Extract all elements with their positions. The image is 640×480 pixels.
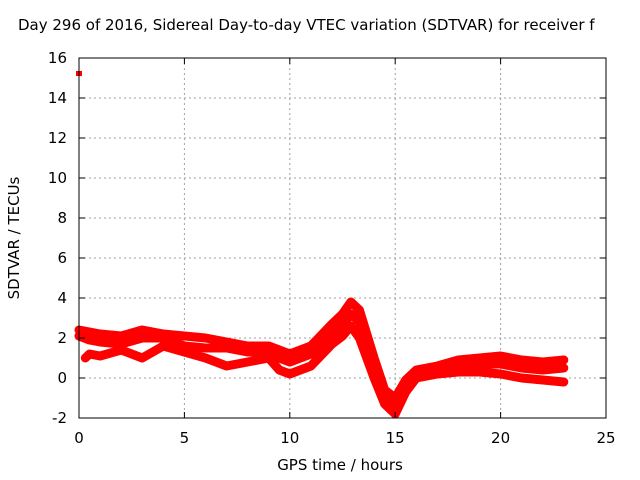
data-point	[518, 356, 526, 364]
y-axis-label: SDTVAR / TECUs	[5, 176, 23, 300]
y-tick-label: 10	[48, 169, 67, 187]
data-point	[96, 330, 104, 338]
data-point	[381, 400, 389, 408]
data-point	[539, 358, 547, 366]
data-point	[201, 354, 209, 362]
data-point	[201, 344, 209, 352]
data-point	[454, 368, 462, 376]
data-point	[275, 366, 283, 374]
chart-title: Day 296 of 2016, Sidereal Day-to-day VTE…	[18, 16, 595, 34]
x-axis-label: GPS time / hours	[277, 456, 403, 474]
data-point	[138, 326, 146, 334]
y-tick-label: 16	[48, 49, 67, 67]
data-point	[328, 320, 336, 328]
plot-border	[78, 57, 607, 419]
data-point	[286, 370, 294, 378]
data-point	[307, 350, 315, 358]
data-point	[86, 336, 94, 344]
y-tick-label: 4	[57, 289, 67, 307]
data-point	[497, 360, 505, 368]
data-point	[518, 364, 526, 372]
y-tick-label: 8	[57, 209, 67, 227]
data-point	[476, 360, 484, 368]
data-point	[275, 346, 283, 354]
data-point	[370, 374, 378, 382]
data-point	[402, 388, 410, 396]
x-tick-label: 25	[596, 429, 615, 447]
data-point	[275, 354, 283, 362]
x-tick-label: 0	[74, 429, 84, 447]
data-point	[286, 358, 294, 366]
data-point	[539, 376, 547, 384]
data-series	[74, 71, 569, 419]
data-point	[497, 370, 505, 378]
data-point	[159, 342, 167, 350]
data-point	[117, 332, 125, 340]
x-tick-label: 20	[491, 429, 510, 447]
y-tick-label: 0	[57, 369, 67, 387]
y-tick-label: 14	[48, 89, 67, 107]
data-point	[347, 298, 355, 306]
y-tick-label: -2	[52, 409, 67, 427]
ticks	[78, 57, 607, 419]
data-point	[355, 306, 363, 314]
data-point	[412, 374, 420, 382]
data-point	[244, 358, 252, 366]
data-point	[355, 334, 363, 342]
data-point	[328, 340, 336, 348]
data-point	[476, 368, 484, 376]
data-point	[347, 310, 355, 318]
data-point	[518, 374, 526, 382]
data-point	[201, 334, 209, 342]
x-tick-label: 15	[386, 429, 405, 447]
x-tick-label: 10	[280, 429, 299, 447]
data-point	[180, 348, 188, 356]
data-point	[159, 334, 167, 342]
data-point	[539, 366, 547, 374]
data-point	[86, 350, 94, 358]
data-point	[433, 370, 441, 378]
data-point	[339, 332, 346, 340]
data-point	[347, 322, 355, 330]
data-point	[560, 378, 568, 386]
data-point	[560, 364, 568, 372]
data-point	[86, 328, 94, 336]
y-tick-label: 2	[57, 329, 67, 347]
data-point	[180, 332, 188, 340]
x-tick-label: 5	[180, 429, 190, 447]
data-point	[117, 340, 125, 348]
y-tick-label: 6	[57, 249, 67, 267]
data-point	[117, 346, 125, 354]
data-point	[96, 352, 104, 360]
data-point	[286, 350, 294, 358]
data-point	[265, 354, 273, 362]
tick-labels: 0 5 10 15 20 25 -2 0 2 4 6 8 10 12 14 16	[48, 49, 616, 447]
data-point	[244, 348, 252, 356]
data-point	[497, 352, 505, 360]
data-point	[223, 362, 231, 370]
data-point	[355, 318, 363, 326]
data-point	[96, 338, 104, 346]
data-point	[560, 356, 568, 364]
data-point	[307, 362, 315, 370]
data-point	[328, 330, 336, 338]
data-point	[223, 344, 231, 352]
data-point	[138, 354, 146, 362]
data-point	[138, 334, 146, 342]
y-tick-label: 12	[48, 129, 67, 147]
